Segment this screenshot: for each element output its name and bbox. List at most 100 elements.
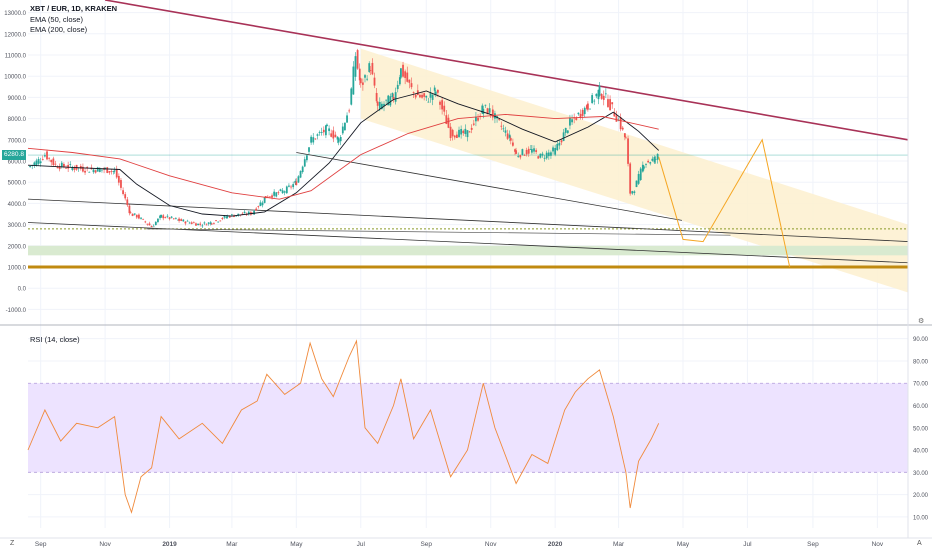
auto-scale-button[interactable]: A: [917, 540, 922, 547]
candle-body: [464, 128, 467, 135]
candle-body: [209, 222, 212, 225]
rsi-y-tick-label: 10.00: [913, 515, 929, 521]
candle-body: [639, 168, 642, 181]
ema200-legend[interactable]: EMA (200, close): [30, 25, 88, 34]
candle-body: [94, 170, 97, 173]
candle-body: [241, 213, 244, 215]
candle-body: [330, 133, 333, 137]
candle-body: [539, 153, 542, 158]
candle-body: [46, 151, 48, 160]
candle-body: [37, 158, 40, 164]
candle-body: [221, 217, 224, 220]
candle-body: [138, 214, 140, 219]
candle-body: [219, 220, 222, 222]
candle-body: [92, 169, 95, 173]
x-tick-label: 2019: [162, 541, 177, 548]
candle-body: [303, 159, 306, 167]
candle-body: [371, 62, 374, 75]
candle-body: [312, 137, 315, 143]
candle-body: [233, 215, 235, 218]
candle-body: [375, 92, 378, 102]
log-scale-button[interactable]: Z: [10, 540, 15, 547]
y-tick-label: 2000.0: [8, 244, 27, 250]
candle-body: [645, 164, 647, 165]
candle-body: [217, 221, 220, 223]
candle-body: [556, 143, 559, 151]
candle-body: [294, 180, 297, 184]
candle-body: [285, 186, 288, 194]
candle-body: [354, 56, 357, 77]
upper-trendline: [104, 0, 909, 141]
candle-body: [627, 138, 629, 164]
candle-body: [301, 166, 304, 173]
candle-body: [197, 223, 199, 226]
candle-body: [192, 222, 195, 224]
candle-body: [295, 181, 298, 186]
candle-body: [521, 149, 524, 155]
candle-body: [117, 175, 120, 183]
candle-body: [322, 129, 325, 133]
candle-body: [433, 87, 436, 91]
channel-fill: [360, 48, 909, 293]
candle-body: [517, 155, 520, 157]
candle-body: [230, 214, 233, 216]
candle-body: [439, 101, 441, 105]
candle-body: [651, 158, 654, 161]
x-tick-label: May: [677, 541, 690, 548]
candle-body: [325, 125, 327, 136]
candle-body: [297, 176, 300, 183]
candle-body: [157, 218, 159, 223]
rsi-legend[interactable]: RSI (14, close): [30, 335, 80, 344]
support-zone: [28, 245, 908, 256]
candle-body: [180, 219, 183, 221]
candle-body: [84, 170, 86, 173]
candle-body: [647, 160, 650, 163]
x-tick-label: Sep: [807, 541, 819, 548]
candle-body: [199, 223, 202, 225]
candle-body: [527, 148, 530, 154]
candle-body: [475, 116, 477, 122]
candle-body: [635, 180, 638, 188]
candle-body: [591, 95, 594, 104]
candle-body: [621, 127, 624, 130]
candle-body: [166, 215, 169, 217]
candle-body: [159, 215, 161, 219]
ema50-legend[interactable]: EMA (50, close): [30, 15, 83, 24]
candle-body: [641, 164, 644, 172]
candle-body: [190, 222, 193, 224]
candle-body: [543, 157, 546, 159]
rsi-y-tick-label: 60.00: [913, 404, 929, 410]
trendline-d: [146, 228, 731, 236]
y-tick-label: 9000.0: [8, 96, 27, 102]
candle-body: [406, 72, 409, 82]
candle-body: [253, 211, 255, 215]
candle-body: [39, 161, 42, 164]
y-tick-label: 0.0: [18, 287, 27, 293]
rsi-panel: [27, 339, 908, 514]
candle-body: [579, 113, 582, 118]
candle-body: [160, 214, 163, 218]
candle-body: [400, 68, 402, 78]
y-tick-label: -1000.0: [6, 308, 27, 314]
candle-body: [491, 109, 494, 118]
candle-body: [120, 180, 122, 188]
candle-body: [348, 110, 351, 112]
candle-body: [486, 108, 489, 115]
gear-icon[interactable]: ⚙: [918, 318, 925, 325]
candle-body: [195, 223, 197, 226]
candle-body: [547, 152, 550, 157]
candle-body: [434, 91, 437, 95]
candle-body: [625, 137, 627, 139]
candle-body: [271, 195, 273, 198]
candle-body: [273, 191, 276, 196]
candle-body: [106, 167, 109, 173]
ema-lines: [27, 90, 660, 217]
candle-body: [146, 223, 149, 225]
candle-body: [410, 83, 413, 88]
candle-body: [419, 94, 421, 98]
candle-body: [481, 105, 484, 114]
candle-body: [623, 133, 626, 138]
